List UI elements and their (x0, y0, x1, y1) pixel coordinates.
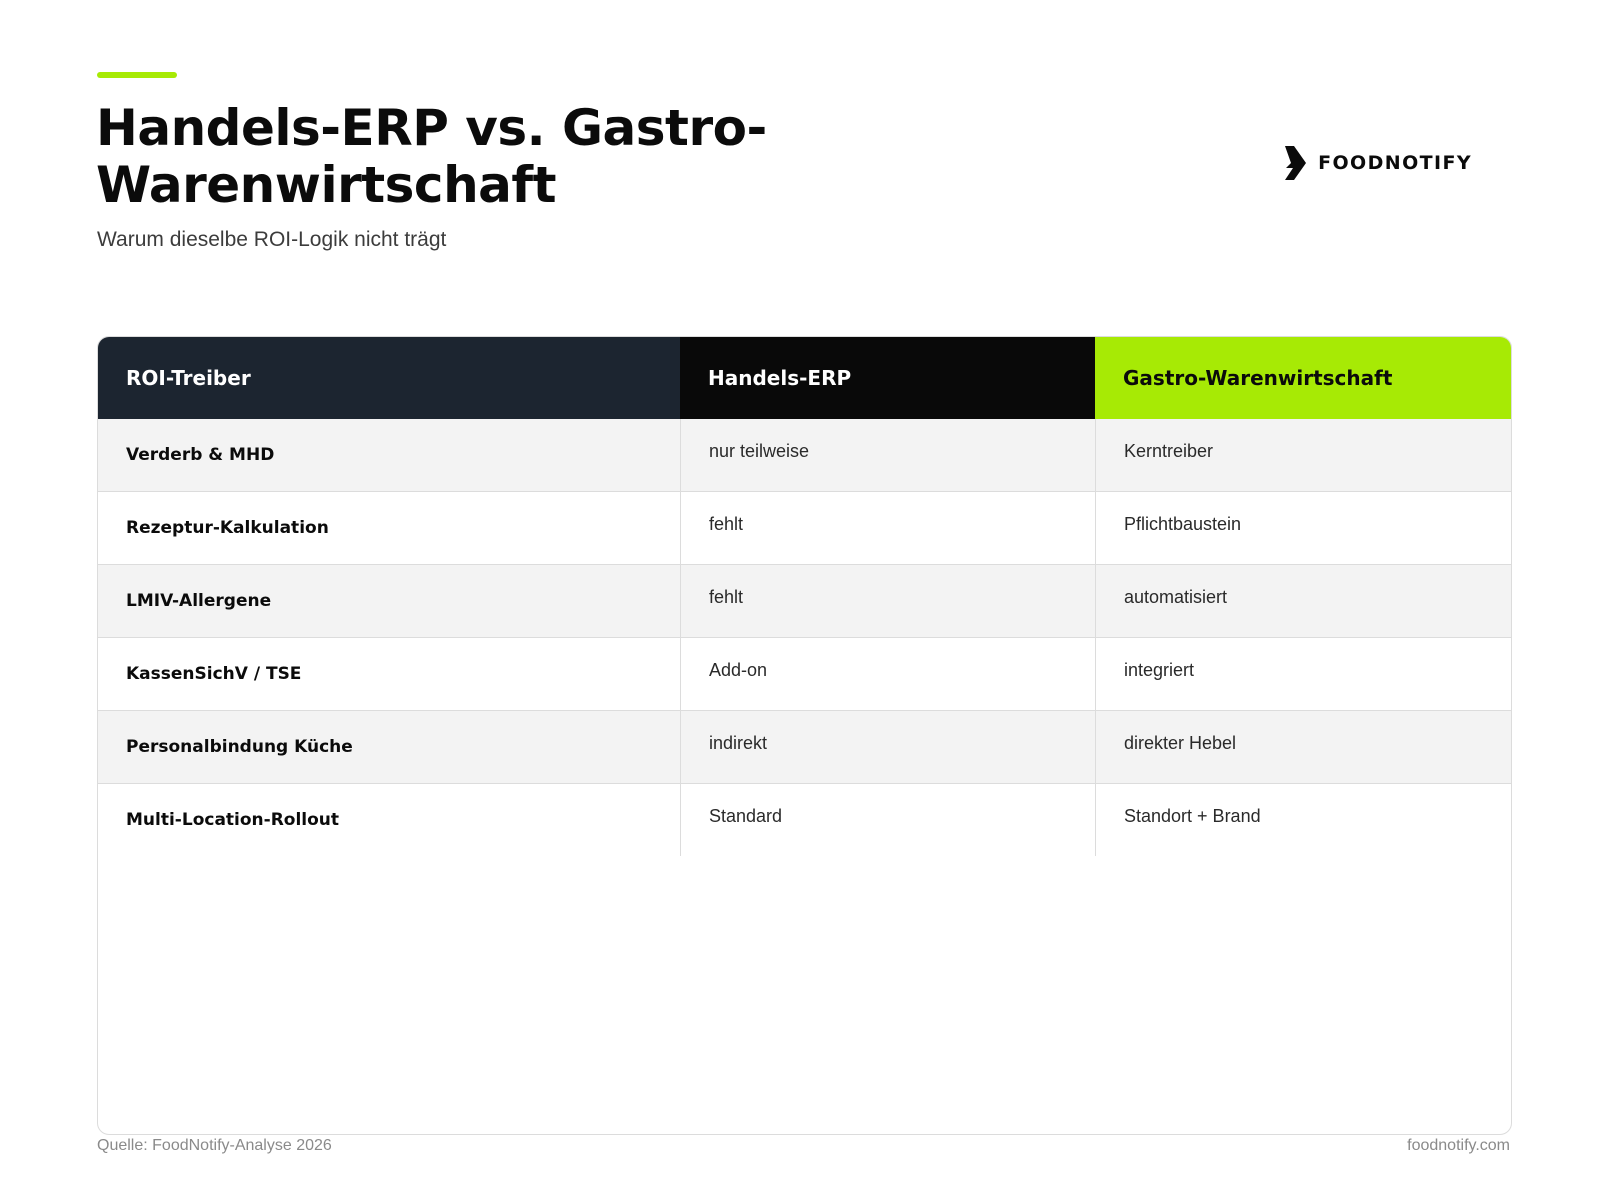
website-link[interactable]: foodnotify.com (1407, 1137, 1510, 1154)
retail-erp-cell: fehlt (680, 492, 1095, 564)
table-row: KassenSichV / TSE Add-on integriert (98, 637, 1511, 710)
brand-logo: FOODNOTIFY (1282, 144, 1472, 182)
foodnotify-chevron-icon (1285, 146, 1307, 180)
roi-driver-cell: Personalbindung Küche (126, 737, 353, 757)
page-subtitle: Warum dieselbe ROI-Logik nicht trägt (97, 228, 447, 251)
table-body: Verderb & MHD nur teilweise Kerntreiber … (98, 419, 1511, 856)
comparison-table: ROI-Treiber Handels-ERP Gastro-Warenwirt… (97, 336, 1512, 1135)
gastro-cell: Standort + Brand (1095, 784, 1511, 856)
table-row: Rezeptur-Kalkulation fehlt Pflichtbauste… (98, 491, 1511, 564)
roi-driver-cell: Multi-Location-Rollout (126, 810, 340, 830)
table-row: Personalbindung Küche indirekt direkter … (98, 710, 1511, 783)
roi-driver-cell: Rezeptur-Kalkulation (126, 518, 329, 538)
gastro-cell: Pflichtbaustein (1095, 492, 1511, 564)
column-header-roi-driver: ROI-Treiber (98, 337, 680, 419)
retail-erp-cell: Add-on (680, 638, 1095, 710)
table-row: Verderb & MHD nur teilweise Kerntreiber (98, 419, 1511, 491)
table-row: LMIV-Allergene fehlt automatisiert (98, 564, 1511, 637)
gastro-cell: direkter Hebel (1095, 711, 1511, 783)
roi-driver-cell: LMIV-Allergene (126, 591, 272, 611)
roi-driver-cell: KassenSichV / TSE (126, 664, 302, 684)
gastro-cell: integriert (1095, 638, 1511, 710)
roi-driver-cell: Verderb & MHD (126, 445, 275, 465)
source-note: Quelle: FoodNotify-Analyse 2026 (97, 1137, 332, 1154)
retail-erp-cell: fehlt (680, 565, 1095, 637)
table-row: Multi-Location-Rollout Standard Standort… (98, 783, 1511, 856)
accent-bar (97, 72, 177, 78)
retail-erp-cell: Standard (680, 784, 1095, 856)
retail-erp-cell: nur teilweise (680, 419, 1095, 491)
page-title: Handels-ERP vs. Gastro-Warenwirtschaft (96, 99, 767, 214)
gastro-cell: Kerntreiber (1095, 419, 1511, 491)
gastro-cell: automatisiert (1095, 565, 1511, 637)
brand-name: FOODNOTIFY (1318, 152, 1472, 174)
table-header-row: ROI-Treiber Handels-ERP Gastro-Warenwirt… (98, 337, 1511, 419)
column-header-gastro: Gastro-Warenwirtschaft (1095, 337, 1511, 419)
retail-erp-cell: indirekt (680, 711, 1095, 783)
column-header-retail-erp: Handels-ERP (680, 337, 1095, 419)
